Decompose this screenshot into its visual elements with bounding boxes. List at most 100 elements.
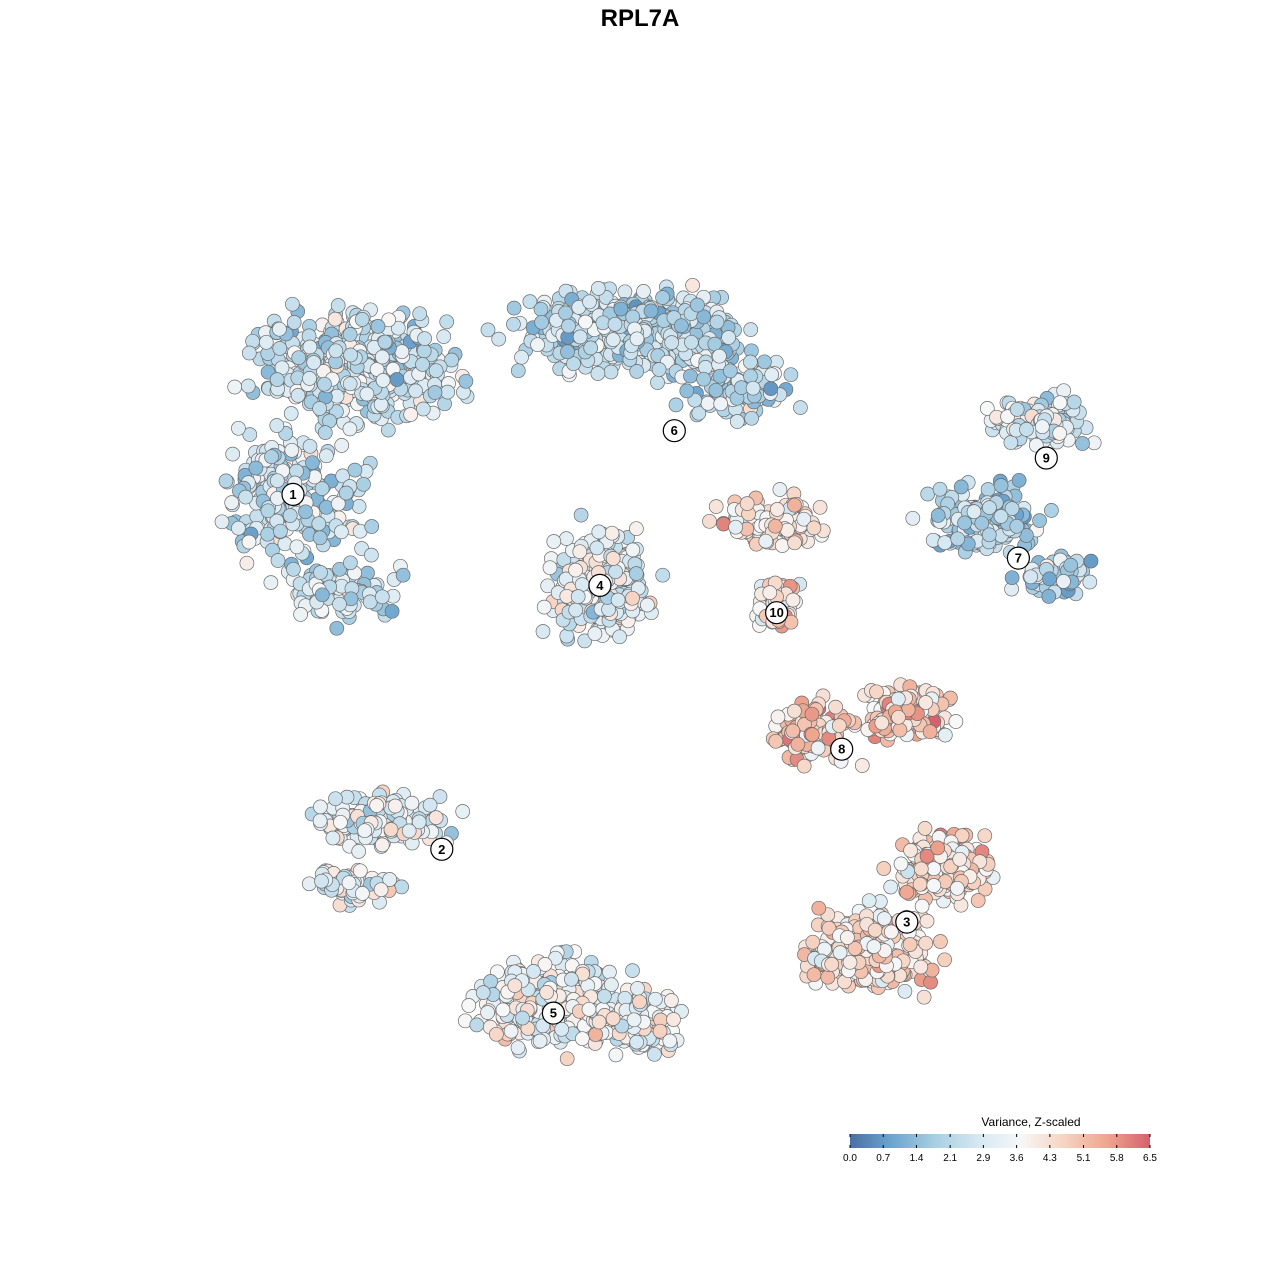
data-point (305, 455, 320, 471)
data-point (861, 893, 877, 909)
data-point (905, 510, 921, 526)
data-point (542, 560, 558, 576)
data-point (899, 884, 915, 900)
data-point (374, 837, 390, 853)
data-point (828, 699, 843, 715)
data-point (610, 592, 626, 608)
data-point (625, 590, 640, 606)
data-point (506, 300, 522, 316)
data-point (629, 331, 645, 347)
data-point (937, 952, 952, 968)
data-point (770, 709, 786, 725)
data-point (762, 585, 778, 600)
data-point (578, 314, 593, 330)
data-point (539, 985, 555, 1000)
data-point (655, 567, 671, 583)
data-point (764, 367, 780, 383)
data-point (783, 367, 799, 383)
data-point (767, 518, 783, 534)
data-point (389, 372, 405, 387)
data-point (640, 597, 655, 613)
data-point (390, 320, 406, 336)
data-point (332, 561, 347, 577)
data-point (293, 607, 308, 622)
data-point (876, 861, 892, 876)
data-point (335, 468, 351, 484)
data-point (926, 861, 942, 877)
data-point (696, 371, 711, 387)
data-point (739, 496, 755, 511)
data-point (369, 798, 385, 813)
data-point (495, 1002, 511, 1018)
data-point (683, 368, 698, 384)
data-point (937, 727, 953, 743)
data-point (993, 478, 1009, 493)
data-point (812, 499, 828, 515)
data-point (970, 893, 986, 908)
cluster-label-8: 8 (830, 737, 854, 761)
data-point (1052, 425, 1068, 441)
data-point (530, 337, 545, 353)
data-point (820, 969, 836, 985)
data-point (605, 1011, 621, 1026)
data-point (774, 538, 790, 553)
data-point (570, 589, 586, 604)
data-point (334, 524, 349, 540)
data-point (403, 407, 419, 422)
data-point (1009, 518, 1025, 534)
data-point (328, 343, 344, 359)
data-point (806, 520, 822, 536)
data-point (436, 329, 452, 344)
data-point (708, 499, 724, 514)
data-point (612, 629, 627, 645)
data-point (404, 795, 420, 811)
data-point (685, 277, 700, 293)
data-point (568, 562, 583, 578)
data-point (242, 427, 258, 442)
data-point (312, 813, 328, 829)
data-point (375, 373, 391, 388)
cluster-label-text: 9 (1043, 451, 1050, 466)
data-point (342, 421, 358, 437)
data-point (787, 535, 802, 551)
data-point (913, 959, 929, 975)
data-point (980, 482, 996, 497)
data-point (564, 971, 579, 987)
data-point (721, 330, 736, 345)
data-point (239, 555, 255, 571)
data-point (383, 822, 399, 837)
data-point (364, 519, 380, 534)
data-point (982, 500, 997, 515)
data-point (401, 823, 417, 839)
data-point (515, 1010, 530, 1026)
cluster-label-text: 3 (903, 915, 910, 930)
data-point (395, 567, 411, 583)
data-point (394, 879, 409, 895)
data-point (1009, 402, 1025, 417)
data-point (608, 1047, 624, 1063)
data-point (561, 318, 576, 334)
data-point (1075, 436, 1090, 451)
data-point (510, 363, 526, 379)
data-point (535, 624, 551, 639)
legend-tick-label: 5.8 (1110, 1153, 1124, 1164)
data-point (357, 823, 373, 839)
data-point (913, 861, 929, 877)
data-point (258, 334, 274, 350)
data-point (679, 383, 695, 399)
data-point (933, 934, 948, 949)
data-point (411, 814, 427, 830)
cluster-label-text: 5 (550, 1006, 557, 1021)
data-point (1063, 557, 1079, 573)
data-point (227, 379, 243, 395)
data-point (804, 706, 820, 722)
data-point (352, 863, 368, 879)
data-point (480, 1005, 495, 1020)
data-point (930, 840, 946, 856)
data-point (917, 821, 933, 836)
data-point (1003, 435, 1019, 450)
data-point (225, 446, 241, 462)
data-point (763, 381, 779, 396)
cluster-label-1: 1 (281, 482, 305, 506)
